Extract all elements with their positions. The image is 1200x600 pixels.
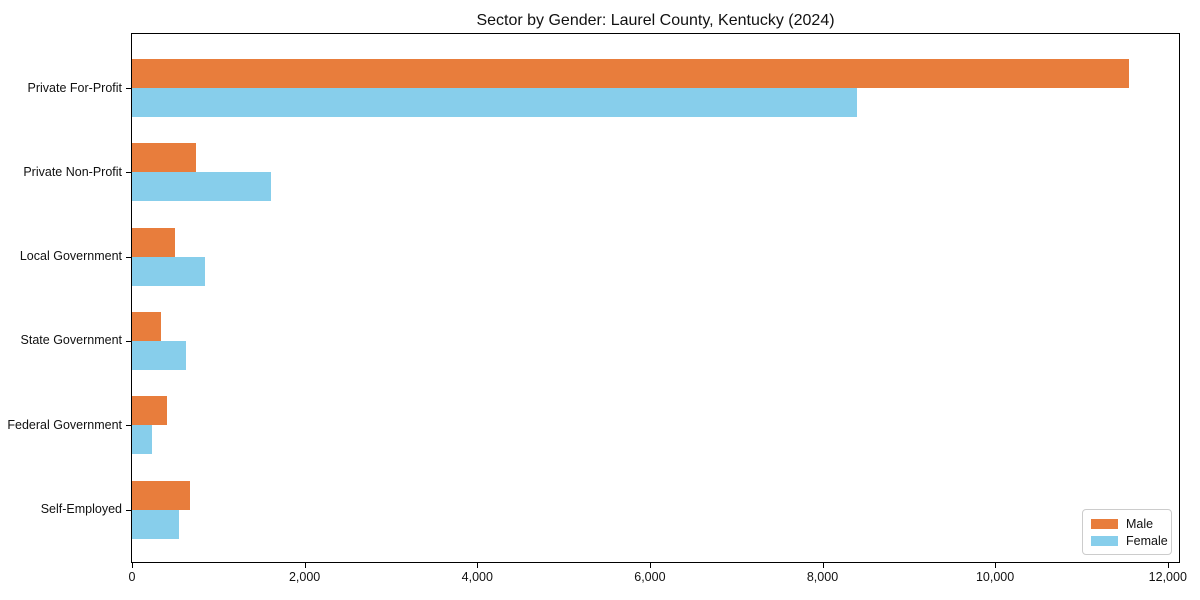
y-axis-tick (126, 509, 131, 511)
x-axis-tick-label: 8,000 (806, 570, 839, 584)
x-axis-tick-label: 2,000 (288, 570, 321, 584)
x-axis-tick-label: 6,000 (634, 570, 666, 584)
legend-entry-female: Female (1091, 532, 1168, 549)
legend-label-male: Male (1126, 516, 1154, 531)
y-axis-label: Private For-Profit (27, 80, 122, 95)
x-axis-tick-label: 4,000 (461, 570, 493, 584)
legend: Male Female (1082, 509, 1172, 555)
y-axis-tick (126, 88, 131, 89)
legend-swatch-male (1091, 518, 1118, 529)
y-axis-label: Self-Employed (40, 502, 122, 516)
bar-female-federal-government (132, 425, 152, 455)
bar-male-local-government (132, 227, 176, 257)
bar-female-private-non-profit (132, 172, 271, 202)
legend-label-female: Female (1126, 533, 1168, 548)
x-axis-tick (1167, 563, 1169, 568)
x-axis-tick (649, 563, 651, 568)
legend-entry-male: Male (1091, 515, 1163, 532)
x-axis-tick (132, 563, 133, 568)
x-axis-tick (477, 563, 479, 568)
bar-male-private-non-profit (132, 143, 196, 173)
bar-female-state-government (132, 340, 187, 370)
bar-male-private-for-profit (132, 59, 1129, 88)
x-axis-tick (822, 563, 824, 568)
chart-title: Sector by Gender: Laurel County, Kentuck… (476, 12, 835, 29)
y-axis-label: Local Government (19, 249, 122, 264)
bar-female-self-employed (132, 509, 179, 539)
x-axis-tick-label: 12,000 (1148, 570, 1187, 584)
y-axis-label: State Government (20, 333, 122, 348)
y-axis-tick (126, 340, 131, 342)
y-axis-tick (126, 256, 131, 258)
plot-area (131, 33, 1180, 563)
bar-female-private-for-profit (132, 88, 857, 117)
bar-female-local-government (132, 256, 206, 286)
bar-male-state-government (132, 311, 162, 341)
x-axis-tick (995, 563, 997, 568)
x-axis-tick-label: 0 (128, 570, 136, 584)
bar-male-self-employed (132, 480, 190, 510)
y-axis-label: Private Non-Profit (23, 164, 122, 179)
x-axis-tick (304, 563, 306, 568)
y-axis-tick (126, 425, 131, 427)
x-axis-tick-label: 10,000 (975, 570, 1015, 584)
bar-male-federal-government (132, 396, 168, 426)
y-axis-label: Federal Government (7, 417, 122, 432)
y-axis-tick (126, 172, 131, 174)
legend-swatch-female (1091, 535, 1118, 546)
